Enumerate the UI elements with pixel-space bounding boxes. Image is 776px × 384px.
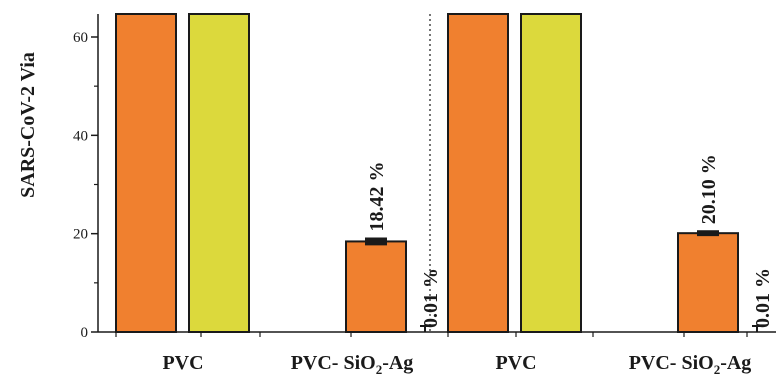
y-axis-label: SARS-CoV-2 Via: [17, 52, 39, 198]
category-label-3: PVC: [495, 352, 536, 374]
data-label-2-4: 0.01 %: [752, 268, 774, 328]
bar-2-1: [447, 13, 509, 333]
category-label-1: PVC: [162, 352, 203, 374]
y-tick-label-60: 60: [73, 30, 88, 46]
error-bar-2-3: [697, 230, 719, 237]
data-label-1-4: 0.01 %: [420, 268, 442, 328]
bar-2-3: [677, 232, 739, 333]
data-label-1-3: 18.42 %: [366, 162, 388, 232]
category-label-2: PVC- SiO2-Ag: [291, 352, 414, 377]
error-bar-1-3: [365, 237, 387, 246]
category-label-4: PVC- SiO2-Ag: [629, 352, 752, 377]
bar-1-3: [345, 240, 407, 333]
y-tick-label-0: 0: [81, 325, 89, 341]
data-label-2-3: 20.10 %: [698, 154, 720, 224]
bars-layer: [115, 13, 762, 333]
text-layer: 18.42 % 0.01 % 20.10 % 0.01 % 0 20 40 60 SARS-Co…: [17, 30, 774, 377]
y-tick-label-20: 20: [73, 227, 88, 243]
y-tick-label-40: 40: [73, 128, 88, 144]
bar-2-2: [520, 13, 582, 333]
axes-layer: [91, 14, 776, 337]
bar-1-1: [115, 13, 177, 333]
bar-1-2: [188, 13, 250, 333]
